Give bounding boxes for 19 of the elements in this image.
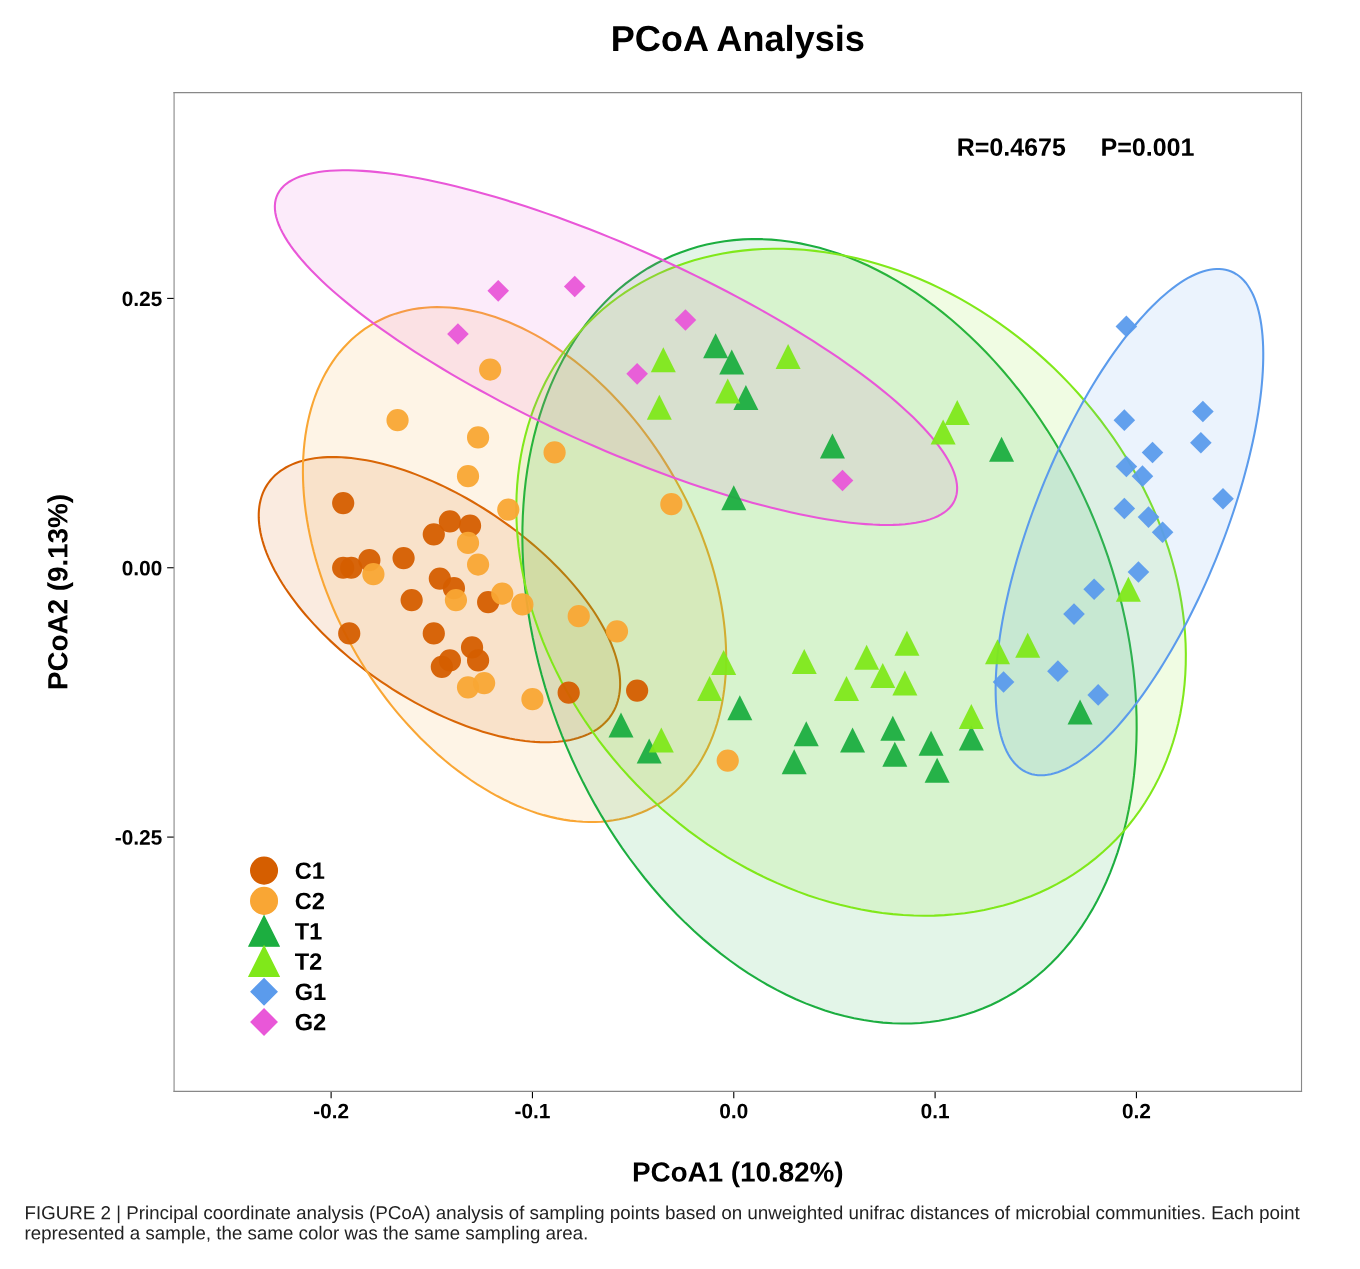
x-tick-label: 0.0 [720,1103,748,1119]
y-axis-title: PCoA2 (9.13%) [47,495,74,689]
legend-label: T2 [295,953,322,970]
y-tick-label: -0.25 [115,830,162,845]
legend-label: T1 [295,923,322,940]
y-tick-label: 0.00 [122,560,162,576]
legend-label: C2 [295,892,324,910]
legend-label: C1 [295,862,325,880]
chart-title: PCoA Analysis [613,24,864,59]
y-tick-label: 0.25 [122,291,162,307]
x-tick-label: 0.1 [921,1103,949,1119]
caption: FIGURE 2 | Principal coordinate analysis (PCoA) analysis of sampling points based on unweighted unifrac distances of microbial communities. Each point represented a sample, the same color was the same sampling area. [25,1205,1300,1244]
x-tick-label: 0.2 [1122,1103,1151,1119]
x-tick-label: -0.1 [515,1103,550,1119]
legend-label: G2 [295,1013,326,1031]
x-axis-title: PCoA1 (10.82%) [633,1161,843,1188]
annotation: R=0.4675 P=0.001 [958,138,1194,156]
x-tick-label: -0.2 [313,1103,349,1119]
legend-label: G1 [295,983,326,1001]
